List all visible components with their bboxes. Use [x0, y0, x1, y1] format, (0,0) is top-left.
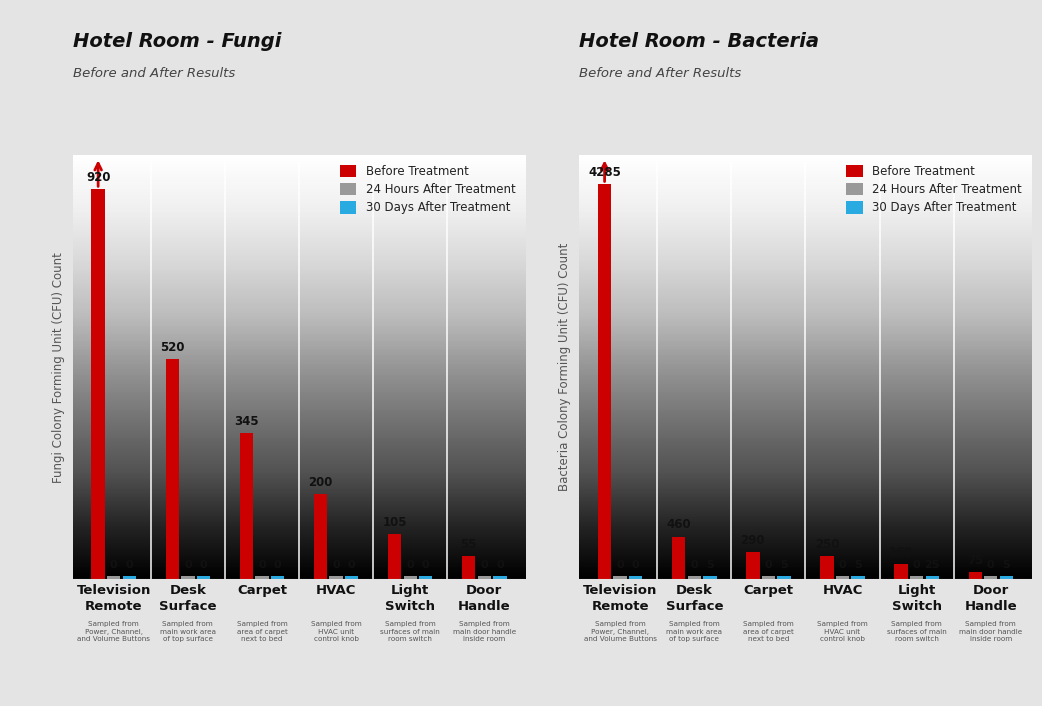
Text: 0: 0 [184, 561, 192, 570]
Text: 75: 75 [967, 554, 984, 567]
Bar [925, 575, 939, 579]
Text: 0: 0 [631, 561, 640, 570]
Bar [746, 552, 760, 579]
Bar [910, 575, 923, 579]
Bar [614, 575, 627, 579]
Text: 4285: 4285 [588, 166, 621, 179]
Text: 0: 0 [987, 561, 995, 570]
Bar [388, 534, 401, 579]
Text: 0: 0 [332, 561, 340, 570]
Legend: Before Treatment, 24 Hours After Treatment, 30 Days After Treatment: Before Treatment, 24 Hours After Treatme… [337, 161, 519, 218]
Bar [181, 575, 195, 579]
Text: 0: 0 [125, 561, 133, 570]
Bar [197, 575, 210, 579]
Bar [493, 575, 506, 579]
Bar [477, 575, 491, 579]
Text: Sampled from
area of carpet
next to bed: Sampled from area of carpet next to bed [237, 621, 288, 642]
Text: Sampled from
main work area
of top surface: Sampled from main work area of top surfa… [159, 621, 216, 642]
Bar [984, 575, 997, 579]
Text: Sampled from
HVAC unit
control knob: Sampled from HVAC unit control knob [311, 621, 362, 642]
Bar [345, 575, 358, 579]
Bar [92, 189, 105, 579]
Text: 460: 460 [667, 518, 691, 532]
Text: Before and After Results: Before and After Results [73, 67, 235, 80]
Text: Sampled from
area of carpet
next to bed: Sampled from area of carpet next to bed [743, 621, 794, 642]
Text: 160: 160 [889, 546, 914, 559]
Text: 0: 0 [348, 561, 355, 570]
Text: 5: 5 [780, 561, 788, 570]
Text: Sampled from
surfaces of main
room switch: Sampled from surfaces of main room switc… [887, 621, 946, 642]
Text: 0: 0 [200, 561, 207, 570]
Text: 5: 5 [706, 561, 714, 570]
Bar [688, 575, 701, 579]
Text: 0: 0 [839, 561, 846, 570]
Text: 520: 520 [160, 340, 184, 354]
Bar [703, 575, 717, 579]
Y-axis label: Bacteria Colony Forming Unit (CFU) Count: Bacteria Colony Forming Unit (CFU) Count [559, 243, 571, 491]
Text: 0: 0 [913, 561, 920, 570]
Legend: Before Treatment, 24 Hours After Treatment, 30 Days After Treatment: Before Treatment, 24 Hours After Treatme… [843, 161, 1025, 218]
Text: 0: 0 [480, 561, 488, 570]
Bar [240, 433, 253, 579]
Text: Hotel Room - Bacteria: Hotel Room - Bacteria [579, 32, 819, 51]
Bar [462, 556, 475, 579]
Text: Sampled from
HVAC unit
control knob: Sampled from HVAC unit control knob [817, 621, 868, 642]
Bar [851, 575, 865, 579]
Bar [820, 556, 834, 579]
Text: 0: 0 [617, 561, 624, 570]
Text: 0: 0 [406, 561, 414, 570]
Text: 105: 105 [382, 516, 407, 530]
Text: 55: 55 [461, 537, 477, 551]
Y-axis label: Fungi Colony Forming Unit (CFU) Count: Fungi Colony Forming Unit (CFU) Count [52, 251, 65, 483]
Text: Hotel Room - Fungi: Hotel Room - Fungi [73, 32, 281, 51]
Bar [777, 575, 791, 579]
Text: Sampled from
main door handle
inside room: Sampled from main door handle inside roo… [960, 621, 1022, 642]
Bar [255, 575, 269, 579]
Text: 0: 0 [258, 561, 266, 570]
Text: 5: 5 [854, 561, 862, 570]
Bar [314, 494, 327, 579]
Text: 25: 25 [924, 561, 940, 570]
Text: 5: 5 [1002, 561, 1010, 570]
Bar [329, 575, 343, 579]
Text: 0: 0 [691, 561, 698, 570]
Bar [672, 537, 686, 579]
Text: Sampled from
main work area
of top surface: Sampled from main work area of top surfa… [666, 621, 722, 642]
Text: Before and After Results: Before and After Results [579, 67, 742, 80]
Text: 920: 920 [85, 171, 110, 184]
Bar [762, 575, 775, 579]
Text: 0: 0 [109, 561, 118, 570]
Bar [969, 572, 982, 579]
Bar [894, 564, 908, 579]
Bar [598, 184, 612, 579]
Bar [107, 575, 121, 579]
Text: Sampled from
Power, Channel,
and Volume Buttons: Sampled from Power, Channel, and Volume … [77, 621, 150, 642]
Bar [836, 575, 849, 579]
Text: 345: 345 [234, 414, 258, 428]
Text: 290: 290 [741, 534, 765, 547]
Bar [403, 575, 417, 579]
Text: 0: 0 [496, 561, 503, 570]
Text: Sampled from
surfaces of main
room switch: Sampled from surfaces of main room switc… [380, 621, 440, 642]
Bar [166, 359, 179, 579]
Bar [999, 575, 1013, 579]
Text: 200: 200 [308, 476, 332, 489]
Text: 0: 0 [765, 561, 772, 570]
Text: 0: 0 [422, 561, 429, 570]
Bar [271, 575, 284, 579]
Bar [419, 575, 432, 579]
Text: 250: 250 [815, 538, 839, 551]
Bar [123, 575, 135, 579]
Bar [629, 575, 643, 579]
Text: Sampled from
Power, Channel,
and Volume Buttons: Sampled from Power, Channel, and Volume … [584, 621, 656, 642]
Text: Sampled from
main door handle
inside room: Sampled from main door handle inside roo… [452, 621, 516, 642]
Text: 0: 0 [274, 561, 281, 570]
